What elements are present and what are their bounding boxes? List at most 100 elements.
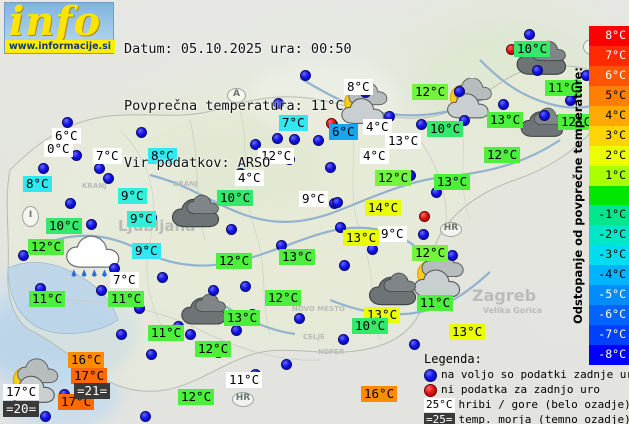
blue-dot-icon — [424, 368, 437, 382]
temperature-label: 8°C — [148, 148, 177, 164]
station-dot-available[interactable] — [332, 197, 343, 208]
hills-swatch: 25°C — [424, 397, 455, 413]
station-dot-available[interactable] — [240, 281, 251, 292]
station-dot-available[interactable] — [447, 250, 458, 261]
mountain-temperature-label: 9°C — [378, 226, 407, 242]
color-scale-row — [589, 185, 629, 206]
color-scale-row: -2°C — [589, 225, 629, 246]
color-scale-row: 3°C — [589, 125, 629, 146]
temperature-label: 12°C — [484, 147, 521, 163]
station-dot-available[interactable] — [38, 163, 49, 174]
dark-cloud-icon — [166, 194, 232, 234]
color-scale-row: 4°C — [589, 105, 629, 126]
station-dot-available[interactable] — [62, 117, 73, 128]
station-dot-available[interactable] — [539, 110, 550, 121]
station-dot-available[interactable] — [185, 329, 196, 340]
station-dot-available[interactable] — [454, 86, 465, 97]
station-dot-missing[interactable] — [419, 211, 430, 222]
station-dot-available[interactable] — [416, 119, 427, 130]
station-dot-available[interactable] — [116, 329, 127, 340]
station-dot-available[interactable] — [94, 163, 105, 174]
temperature-label: 11°C — [29, 291, 66, 307]
temperature-label: 12°C — [265, 290, 302, 306]
station-dot-available[interactable] — [524, 29, 535, 40]
station-dot-available[interactable] — [273, 98, 284, 109]
temperature-label: 10°C — [352, 318, 389, 334]
site-logo[interactable]: info www.informacije.si — [4, 0, 115, 54]
mountain-temperature-label: 0°C — [44, 141, 73, 157]
legend-hills-text: hribi / gore (belo ozadje) — [458, 397, 629, 411]
temperature-label: 12°C — [216, 253, 253, 269]
station-dot-available[interactable] — [459, 115, 470, 126]
map-road-marker: A — [227, 88, 246, 103]
station-dot-available[interactable] — [532, 65, 543, 76]
station-dot-available[interactable] — [71, 150, 82, 161]
color-scale-row: 8°C — [589, 26, 629, 46]
temperature-label: 16°C — [361, 386, 398, 402]
station-dot-available[interactable] — [289, 134, 300, 145]
temperature-label: 11°C — [417, 295, 454, 311]
station-dot-available[interactable] — [418, 229, 429, 240]
mountain-temperature-label: 11°C — [226, 372, 263, 388]
station-dot-available[interactable] — [140, 411, 151, 422]
station-dot-available[interactable] — [103, 173, 114, 184]
temperature-label: 13°C — [487, 112, 524, 128]
color-scale-bar: 8°C 7°C 6°C 5°C 4°C 3°C 2°C 1°C -1°C -2°C -3°C -4°C… — [589, 26, 629, 365]
temperature-label: 12°C — [178, 389, 215, 405]
station-dot-available[interactable] — [231, 325, 242, 336]
station-dot-available[interactable] — [338, 334, 349, 345]
station-dot-available[interactable] — [281, 359, 292, 370]
red-dot-icon — [424, 383, 437, 397]
mountain-temperature-label: 7°C — [93, 148, 122, 164]
station-dot-available[interactable] — [146, 349, 157, 360]
station-dot-available[interactable] — [335, 222, 346, 233]
mountain-temperature-label: 8°C — [344, 79, 373, 95]
station-dot-available[interactable] — [272, 133, 283, 144]
temperature-label: 10°C — [46, 218, 83, 234]
station-dot-available[interactable] — [498, 99, 509, 110]
color-scale: Odstopanje od povprečne temperature: 8°C… — [567, 26, 629, 365]
temperature-label: 7°C — [279, 115, 308, 131]
map-place-label: KRANJ — [82, 182, 107, 190]
temperature-label: 12°C — [412, 84, 449, 100]
temperature-label: 13°C — [434, 174, 471, 190]
station-dot-available[interactable] — [65, 198, 76, 209]
station-dot-available[interactable] — [18, 250, 29, 261]
logo-url: www.informacije.si — [5, 40, 115, 53]
station-dot-available[interactable] — [325, 162, 336, 173]
station-dot-available[interactable] — [86, 219, 97, 230]
station-dot-available[interactable] — [313, 135, 324, 146]
temperature-label: 16°C — [68, 352, 105, 368]
temperature-label: 11°C — [148, 325, 185, 341]
station-dot-available[interactable] — [40, 411, 51, 422]
header-average-temp-line: Povprečna temperatura: 11°C — [124, 98, 344, 114]
mountain-temperature-label: 17°C — [3, 384, 40, 400]
temperature-label: 13°C — [279, 249, 316, 265]
temperature-label: 9°C — [118, 188, 147, 204]
station-dot-available[interactable] — [250, 139, 261, 150]
color-scale-row: -3°C — [589, 245, 629, 266]
temperature-label: 12°C — [412, 245, 449, 261]
temperature-label: 11°C — [108, 291, 145, 307]
station-dot-available[interactable] — [339, 260, 350, 271]
station-dot-available[interactable] — [136, 127, 147, 138]
station-dot-available[interactable] — [226, 224, 237, 235]
mountain-temperature-label: 13°C — [385, 133, 422, 149]
map-place-label: NOVO MESTO — [292, 305, 345, 313]
logo-wordmark: info — [9, 0, 102, 45]
station-dot-available[interactable] — [409, 339, 420, 350]
color-scale-row: 2°C — [589, 145, 629, 166]
station-dot-available[interactable] — [96, 285, 107, 296]
station-dot-available[interactable] — [294, 313, 305, 324]
temperature-label: 6°C — [329, 124, 358, 140]
temperature-label: 13°C — [449, 324, 486, 340]
map-place-label: CELJE — [303, 333, 325, 341]
station-dot-available[interactable] — [300, 70, 311, 81]
mountain-temperature-label: 4°C — [363, 119, 392, 135]
temperature-label: 12°C — [195, 341, 232, 357]
station-dot-available[interactable] — [208, 285, 219, 296]
temperature-label: 10°C — [217, 190, 254, 206]
temperature-label: 13°C — [343, 230, 380, 246]
station-dot-available[interactable] — [157, 272, 168, 283]
